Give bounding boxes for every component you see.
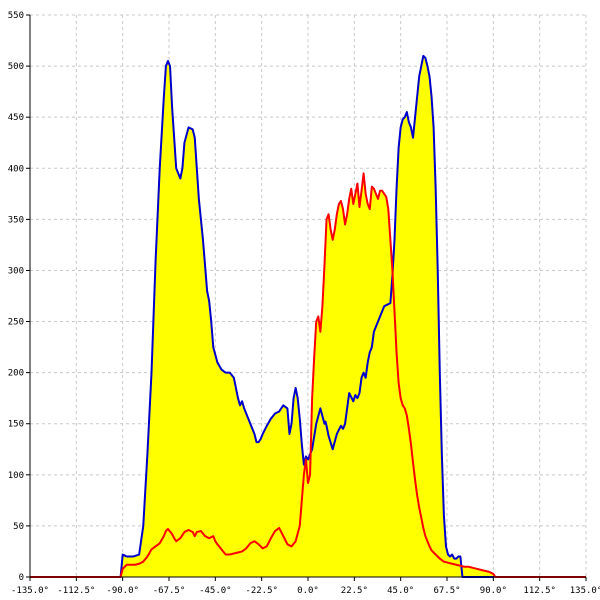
y-tick-label: 50: [13, 522, 24, 532]
area-fill-region: [30, 55, 586, 578]
y-tick-label: 0: [19, 573, 24, 583]
x-tick-label: 45.0°: [387, 586, 414, 596]
x-tick-label: -135.0°: [11, 586, 49, 596]
series-lines: [30, 54, 586, 578]
y-tick-label: 350: [8, 215, 24, 225]
x-tick-label: 67.5°: [433, 586, 460, 596]
x-tick-label: 90.0°: [480, 586, 507, 596]
x-tick-label: -67.5°: [153, 586, 186, 596]
y-tick-label: 300: [8, 266, 24, 276]
y-tick-label: 500: [8, 62, 24, 72]
y-tick-label: 400: [8, 164, 24, 174]
x-tick-label: -22.5°: [245, 586, 278, 596]
x-tick-label: -45.0°: [199, 586, 232, 596]
x-tick-label: 0.0°: [297, 586, 319, 596]
x-tick-label: 112.5°: [523, 586, 556, 596]
y-tick-label: 200: [8, 369, 24, 379]
x-tick-label: -90.0°: [106, 586, 139, 596]
area-fill: [30, 55, 586, 578]
x-tick-label: -112.5°: [57, 586, 95, 596]
series-line-red: [30, 172, 586, 578]
y-tick-label: 250: [8, 318, 24, 328]
x-tick-label: 135.0°: [570, 586, 600, 596]
x-tick-label: 22.5°: [341, 586, 368, 596]
y-tick-label: 100: [8, 471, 24, 481]
axes: [26, 14, 587, 581]
tick-labels: 0 50 100 150 200 250 300 350 400 450 500 550 -135.0°…: [8, 11, 600, 596]
y-tick-label: 450: [8, 113, 24, 123]
y-tick-label: 550: [8, 11, 24, 21]
series-line-blue: [119, 54, 495, 578]
y-tick-label: 150: [8, 420, 24, 430]
